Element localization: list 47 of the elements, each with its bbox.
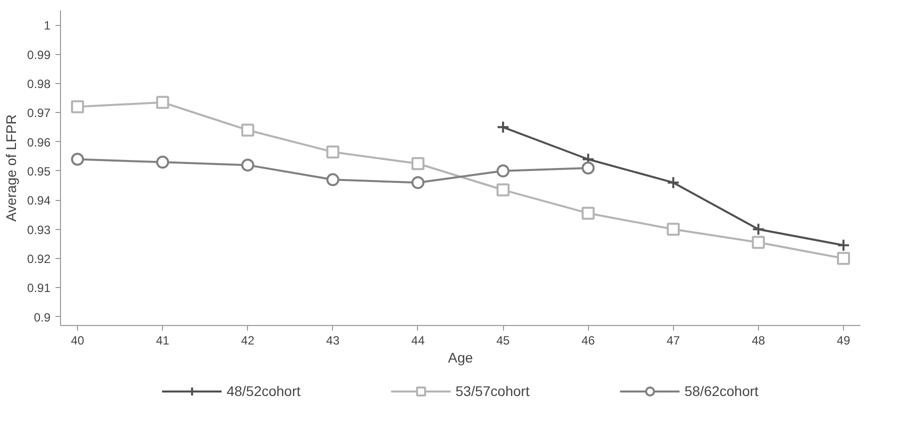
x-axis-title: Age xyxy=(448,350,474,366)
point xyxy=(752,236,765,249)
y-tick-label: 0.96 xyxy=(27,135,51,150)
point xyxy=(411,157,424,170)
y-tick-label: 1 xyxy=(44,18,51,33)
point xyxy=(326,145,340,158)
x-tick-label: 49 xyxy=(836,334,850,348)
y-tick-label: 0.97 xyxy=(27,106,51,120)
point xyxy=(582,162,595,174)
point xyxy=(71,152,84,166)
point xyxy=(496,164,510,178)
y-tick-label: 0.9 xyxy=(34,310,51,324)
y-tick-label: 0.92 xyxy=(27,252,51,266)
point xyxy=(326,173,340,186)
y-axis-title: Average of LFPR xyxy=(3,114,20,222)
point xyxy=(156,96,170,109)
x-tick-label: 47 xyxy=(666,334,680,348)
x-tick-label: 40 xyxy=(70,334,85,348)
y-tick-label: 0.94 xyxy=(27,194,51,208)
point xyxy=(241,158,254,172)
point xyxy=(666,222,680,236)
point xyxy=(496,120,510,134)
x-tick-label: 48 xyxy=(752,334,766,348)
point xyxy=(836,252,850,265)
x-tick-label: 46 xyxy=(581,334,596,348)
point xyxy=(156,156,170,169)
point xyxy=(496,183,510,196)
point xyxy=(666,176,680,190)
point xyxy=(71,100,84,114)
legend-label: 53/57cohort xyxy=(456,382,530,398)
y-tick-label: 0.95 xyxy=(27,164,51,178)
point xyxy=(241,124,254,137)
x-tick-label: 43 xyxy=(326,334,340,348)
y-tick-label: 0.91 xyxy=(27,281,51,296)
point xyxy=(752,222,765,236)
point xyxy=(411,176,424,190)
x-tick-label: 41 xyxy=(156,334,170,348)
point xyxy=(582,206,595,220)
y-tick-label: 0.93 xyxy=(27,222,51,237)
legend-label: 48/52cohort xyxy=(226,382,301,398)
point xyxy=(836,238,850,252)
x-tick-label: 44 xyxy=(411,334,425,348)
y-tick-label: 0.98 xyxy=(27,76,51,91)
y-tick-label: 0.99 xyxy=(27,48,51,62)
x-tick-label: 45 xyxy=(496,334,510,348)
legend-label: 58/62cohort xyxy=(684,382,758,398)
x-tick-label: 42 xyxy=(241,334,255,348)
